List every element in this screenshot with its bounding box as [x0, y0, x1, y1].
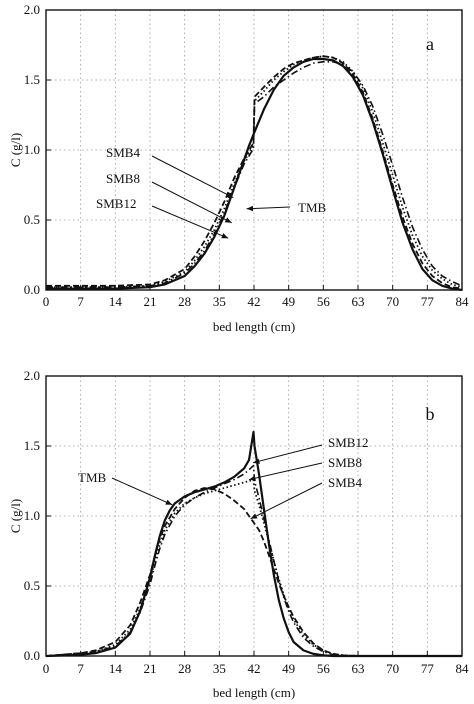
x-tick-label: 0 — [43, 294, 50, 309]
panel-a: 0 7 14 21 28 35 42 49 56 63 70 77 84 0.0 0.5 1.0 1.5 2.0 b… — [8, 2, 469, 334]
x-tick-label: 70 — [386, 294, 399, 309]
x-tick-label: 63 — [352, 294, 365, 309]
x-tick-label: 49 — [282, 661, 295, 676]
y-tick-label: 2.0 — [24, 368, 40, 383]
series-line-smb12 — [45, 464, 462, 657]
y-tick-label: 0.5 — [24, 578, 40, 593]
callout-leader — [246, 206, 291, 210]
y-axis-label: C (g/l) — [8, 499, 23, 533]
series-label-smb12: SMB12 — [96, 196, 136, 211]
series-line-smb12 — [46, 61, 463, 288]
x-tick-label: 35 — [213, 661, 226, 676]
callout-leader — [111, 477, 173, 506]
callout-leader — [252, 444, 323, 464]
y-tick-label: 1.0 — [24, 508, 40, 523]
y-tick-label: 0.0 — [24, 282, 40, 297]
x-tick-label: 7 — [77, 661, 84, 676]
x-tick-label: 56 — [317, 294, 331, 309]
panel-b: 0 7 14 21 28 35 42 49 56 63 70 77 84 0.0 0.5 1.0 1.5 2.0 b… — [8, 368, 469, 700]
x-tick-label: 77 — [421, 294, 435, 309]
x-tick-label: 42 — [248, 661, 261, 676]
series-label-smb4: SMB4 — [328, 475, 362, 490]
x-axis-label: bed length (cm) — [213, 685, 295, 700]
x-tick-label: 70 — [386, 661, 399, 676]
series-line-smb4 — [46, 55, 463, 290]
x-tick-label: 77 — [421, 661, 435, 676]
series-label-smb8: SMB8 — [328, 455, 362, 470]
callout-arrowhead — [165, 499, 173, 505]
x-tick-label: 84 — [456, 294, 470, 309]
x-tick-label: 42 — [248, 294, 261, 309]
panel-letter: a — [426, 34, 434, 54]
y-tick-label: 1.5 — [24, 72, 40, 87]
y-tick-label: 0.0 — [24, 648, 40, 663]
x-tick-label: 0 — [43, 661, 50, 676]
y-tick-label: 1.0 — [24, 142, 40, 157]
callout-arrowhead — [226, 192, 234, 198]
callout-leader — [248, 462, 323, 481]
x-tick-label: 49 — [282, 294, 295, 309]
callout-leader — [250, 482, 323, 520]
callout-arrowhead — [224, 217, 232, 223]
series-label-smb4: SMB4 — [106, 145, 140, 160]
x-tick-label: 21 — [144, 661, 157, 676]
callout-arrowhead — [221, 233, 229, 239]
callout-leader — [151, 181, 232, 224]
panel-letter: b — [426, 404, 435, 424]
callout-arrowhead — [250, 513, 258, 519]
x-tick-label: 28 — [178, 661, 191, 676]
y-axis-label: C (g/l) — [8, 133, 23, 167]
x-tick-label: 56 — [317, 661, 331, 676]
y-tick-label: 0.5 — [24, 212, 40, 227]
series-label-tmb: TMB — [298, 200, 327, 215]
series-label-smb12: SMB12 — [328, 435, 368, 450]
callout-leader — [151, 155, 234, 199]
y-tick-label: 2.0 — [24, 2, 40, 17]
callout-arrowhead — [246, 205, 254, 212]
series-line-smb8 — [45, 478, 462, 657]
callout-arrowhead — [249, 475, 256, 481]
series-line-tmb — [46, 57, 463, 292]
callout-leader — [151, 205, 229, 239]
series-line-smb4 — [45, 487, 462, 657]
callout-arrowhead — [253, 458, 260, 464]
x-tick-label: 7 — [77, 294, 84, 309]
x-tick-label: 84 — [456, 661, 470, 676]
x-tick-label: 21 — [144, 294, 157, 309]
x-tick-label: 35 — [213, 294, 226, 309]
x-tick-label: 28 — [178, 294, 191, 309]
x-tick-label: 14 — [109, 294, 123, 309]
series-label-smb8: SMB8 — [106, 171, 140, 186]
series-line-smb8 — [46, 55, 463, 289]
x-axis-label: bed length (cm) — [213, 319, 295, 334]
x-tick-label: 63 — [352, 661, 365, 676]
x-tick-label: 14 — [109, 661, 123, 676]
series-label-tmb: TMB — [78, 470, 107, 485]
y-tick-label: 1.5 — [24, 438, 40, 453]
